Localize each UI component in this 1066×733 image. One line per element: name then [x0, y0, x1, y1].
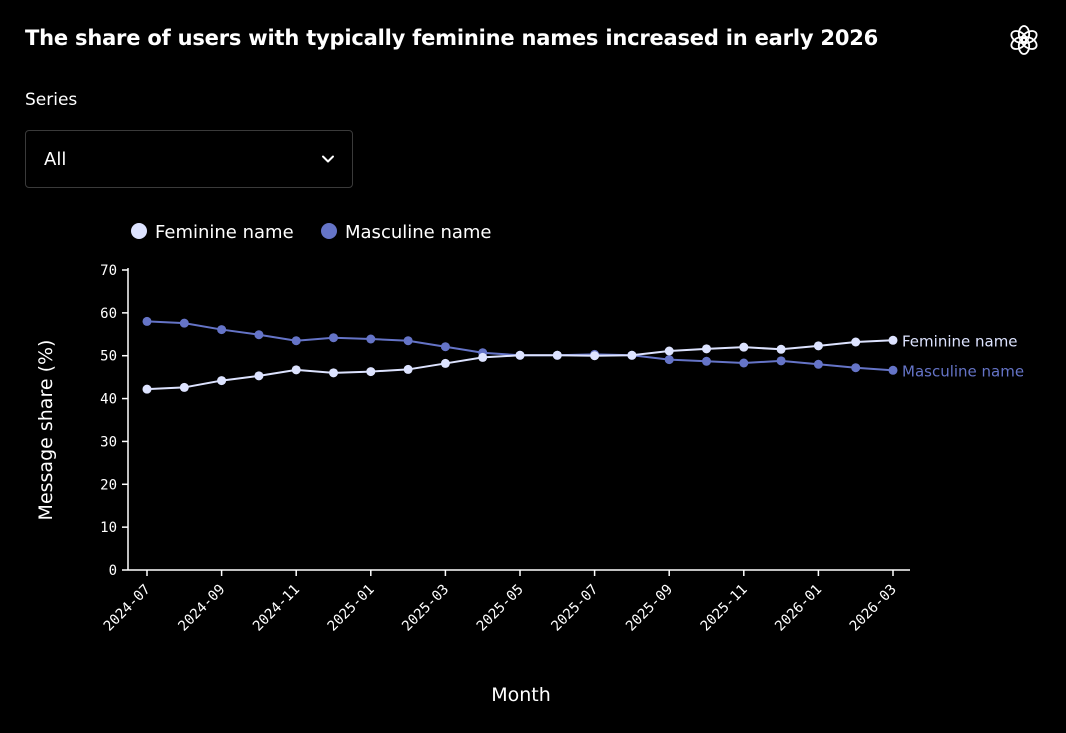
data-point: [664, 355, 674, 365]
data-point: [739, 342, 749, 352]
x-tick-label: 2026-01: [772, 582, 825, 635]
x-tick-label: 2024-07: [101, 582, 154, 635]
data-point: [179, 382, 189, 392]
line-chart: Feminine name Masculine name 0 10 20 30 40 50 60…: [35, 222, 1024, 706]
y-tick-label: 70: [100, 263, 117, 279]
x-tick-label: 2025-11: [698, 582, 751, 635]
data-point: [217, 376, 227, 386]
y-tick-label: 40: [100, 392, 117, 408]
data-point: [179, 318, 189, 328]
data-point: [403, 364, 413, 374]
x-tick-label: 2024-11: [250, 582, 303, 635]
series-select-value: All: [44, 148, 67, 170]
chevron-down-icon: [322, 155, 334, 163]
x-tick-label: 2025-01: [325, 582, 378, 635]
data-point: [851, 337, 861, 347]
data-point: [291, 336, 301, 346]
x-tick-label: 2025-09: [623, 582, 676, 635]
x-tick-label: 2025-03: [399, 582, 452, 635]
data-point: [851, 363, 861, 373]
data-point: [813, 359, 823, 369]
y-tick-label: 60: [100, 306, 117, 322]
y-tick-label: 10: [100, 520, 117, 536]
series-end-label: Masculine name: [902, 362, 1024, 380]
y-tick-label: 0: [109, 563, 117, 579]
x-tick-label: 2024-09: [175, 582, 228, 635]
data-point: [142, 384, 152, 394]
data-point: [702, 356, 711, 366]
series-label: Series: [25, 90, 78, 110]
data-point: [664, 346, 674, 356]
data-point: [888, 365, 898, 375]
series-select[interactable]: All: [25, 130, 353, 188]
legend-marker: [321, 223, 337, 239]
legend-label: Masculine name: [345, 222, 492, 243]
series-end-label: Feminine name: [902, 332, 1018, 350]
y-tick-label: 30: [100, 434, 117, 450]
openai-logo-icon: [1010, 25, 1038, 55]
data-point: [590, 351, 600, 361]
x-axis-title: Month: [491, 684, 551, 706]
data-point: [217, 325, 227, 335]
data-point: [776, 344, 786, 354]
data-point: [440, 342, 450, 352]
y-tick-label: 50: [100, 349, 117, 365]
data-point: [142, 316, 152, 326]
data-point: [291, 365, 301, 375]
data-point: [329, 368, 338, 378]
y-tick-label: 20: [100, 477, 117, 493]
data-point: [739, 358, 749, 368]
data-point: [552, 350, 562, 360]
data-point: [627, 350, 637, 360]
data-point: [366, 367, 376, 377]
x-tick-label: 2025-05: [474, 582, 527, 635]
data-point: [702, 344, 711, 354]
y-axis-title: Message share (%): [35, 340, 57, 521]
data-point: [403, 336, 413, 346]
data-point: [478, 352, 488, 362]
data-point: [813, 341, 823, 351]
data-point: [366, 334, 376, 344]
legend-label: Feminine name: [155, 222, 294, 243]
legend-marker: [131, 223, 147, 239]
data-point: [329, 333, 338, 343]
data-point: [440, 358, 450, 368]
x-tick-label: 2026-03: [847, 582, 900, 635]
chart-title: The share of users with typically femini…: [25, 26, 879, 50]
data-point: [515, 350, 525, 360]
data-point: [888, 335, 898, 345]
data-point: [254, 371, 264, 381]
x-tick-label: 2025-07: [548, 582, 601, 635]
data-point: [254, 330, 264, 340]
data-point: [776, 356, 786, 366]
